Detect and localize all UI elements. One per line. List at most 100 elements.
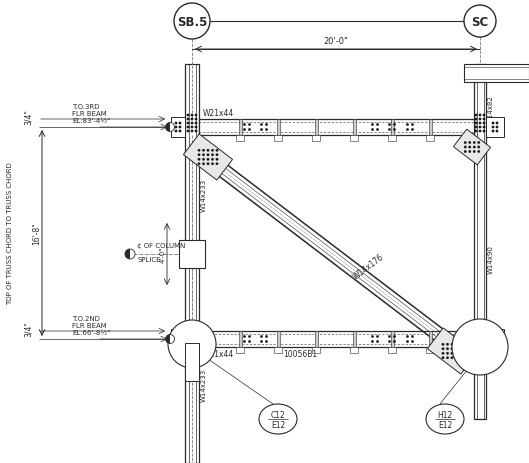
Circle shape [483, 123, 485, 125]
Circle shape [479, 131, 481, 133]
Bar [239, 332, 242, 347]
Circle shape [412, 129, 414, 131]
Circle shape [179, 123, 181, 125]
Circle shape [483, 338, 485, 340]
Circle shape [452, 319, 508, 375]
Circle shape [202, 163, 205, 166]
Circle shape [166, 123, 175, 132]
Circle shape [388, 341, 391, 343]
Circle shape [479, 330, 481, 332]
Text: W21x44: W21x44 [203, 349, 234, 358]
Circle shape [455, 343, 458, 346]
Ellipse shape [426, 404, 464, 434]
Bar [350, 136, 358, 142]
Circle shape [460, 348, 462, 350]
Text: W14x233: W14x233 [201, 178, 207, 211]
Circle shape [478, 146, 480, 149]
Circle shape [202, 154, 205, 156]
Circle shape [483, 126, 485, 129]
Circle shape [175, 126, 177, 129]
Circle shape [243, 341, 245, 343]
Circle shape [483, 334, 485, 337]
Circle shape [179, 334, 181, 337]
Circle shape [388, 336, 391, 338]
Bar [352, 120, 355, 136]
Text: W14x90: W14x90 [488, 245, 494, 274]
Circle shape [464, 6, 496, 38]
Circle shape [195, 338, 197, 340]
Text: W14x176: W14x176 [351, 252, 386, 282]
Circle shape [266, 129, 268, 131]
Polygon shape [184, 135, 233, 181]
Circle shape [479, 338, 481, 340]
Text: 3/4": 3/4" [23, 320, 32, 336]
Circle shape [492, 123, 494, 125]
Circle shape [179, 342, 181, 344]
Wedge shape [125, 250, 130, 259]
Circle shape [475, 326, 477, 328]
Text: 16'-8": 16'-8" [32, 222, 41, 245]
Circle shape [479, 342, 481, 344]
Wedge shape [166, 335, 170, 344]
Circle shape [195, 119, 197, 121]
Circle shape [191, 338, 193, 340]
Text: W14x233: W14x233 [201, 368, 207, 401]
Bar [236, 347, 244, 353]
Circle shape [211, 159, 214, 161]
Circle shape [455, 348, 458, 350]
Circle shape [496, 342, 498, 344]
Circle shape [193, 338, 196, 341]
Circle shape [216, 163, 218, 166]
Circle shape [202, 159, 205, 161]
Circle shape [475, 123, 477, 125]
Circle shape [492, 334, 494, 337]
Circle shape [179, 131, 181, 133]
Circle shape [376, 336, 379, 338]
Bar [464, 65, 529, 83]
Circle shape [483, 119, 485, 121]
Circle shape [175, 334, 177, 337]
Circle shape [195, 334, 197, 337]
Circle shape [195, 326, 197, 328]
Circle shape [492, 131, 494, 133]
Circle shape [187, 338, 189, 340]
Circle shape [195, 330, 197, 332]
Circle shape [266, 124, 268, 126]
Bar [388, 347, 396, 353]
Circle shape [187, 126, 189, 129]
Bar [426, 136, 434, 142]
Circle shape [492, 342, 494, 344]
Circle shape [460, 352, 462, 355]
Polygon shape [427, 328, 477, 374]
Circle shape [198, 159, 200, 161]
Circle shape [479, 123, 481, 125]
Circle shape [496, 131, 498, 133]
Circle shape [479, 334, 481, 337]
Circle shape [191, 114, 193, 117]
Text: 3/4": 3/4" [23, 109, 32, 125]
Circle shape [442, 343, 444, 346]
Circle shape [451, 343, 453, 346]
Bar [274, 136, 282, 142]
Text: TOP OF TRUSS CHORD TO TRUSS CHORD: TOP OF TRUSS CHORD TO TRUSS CHORD [7, 162, 13, 305]
Text: SC: SC [471, 15, 489, 28]
Circle shape [479, 126, 481, 129]
Circle shape [478, 142, 480, 144]
Circle shape [207, 163, 209, 166]
Circle shape [473, 142, 476, 144]
Circle shape [207, 154, 209, 156]
Circle shape [446, 357, 449, 359]
Circle shape [195, 114, 197, 117]
Circle shape [371, 341, 373, 343]
Circle shape [195, 126, 197, 129]
Circle shape [479, 119, 481, 121]
Circle shape [406, 129, 409, 131]
Circle shape [168, 320, 216, 368]
Circle shape [473, 146, 476, 149]
Text: 10056B1: 10056B1 [283, 349, 317, 358]
Circle shape [187, 326, 189, 328]
Text: C12: C12 [271, 411, 285, 419]
Circle shape [393, 129, 396, 131]
Circle shape [475, 330, 477, 332]
Circle shape [175, 123, 177, 125]
